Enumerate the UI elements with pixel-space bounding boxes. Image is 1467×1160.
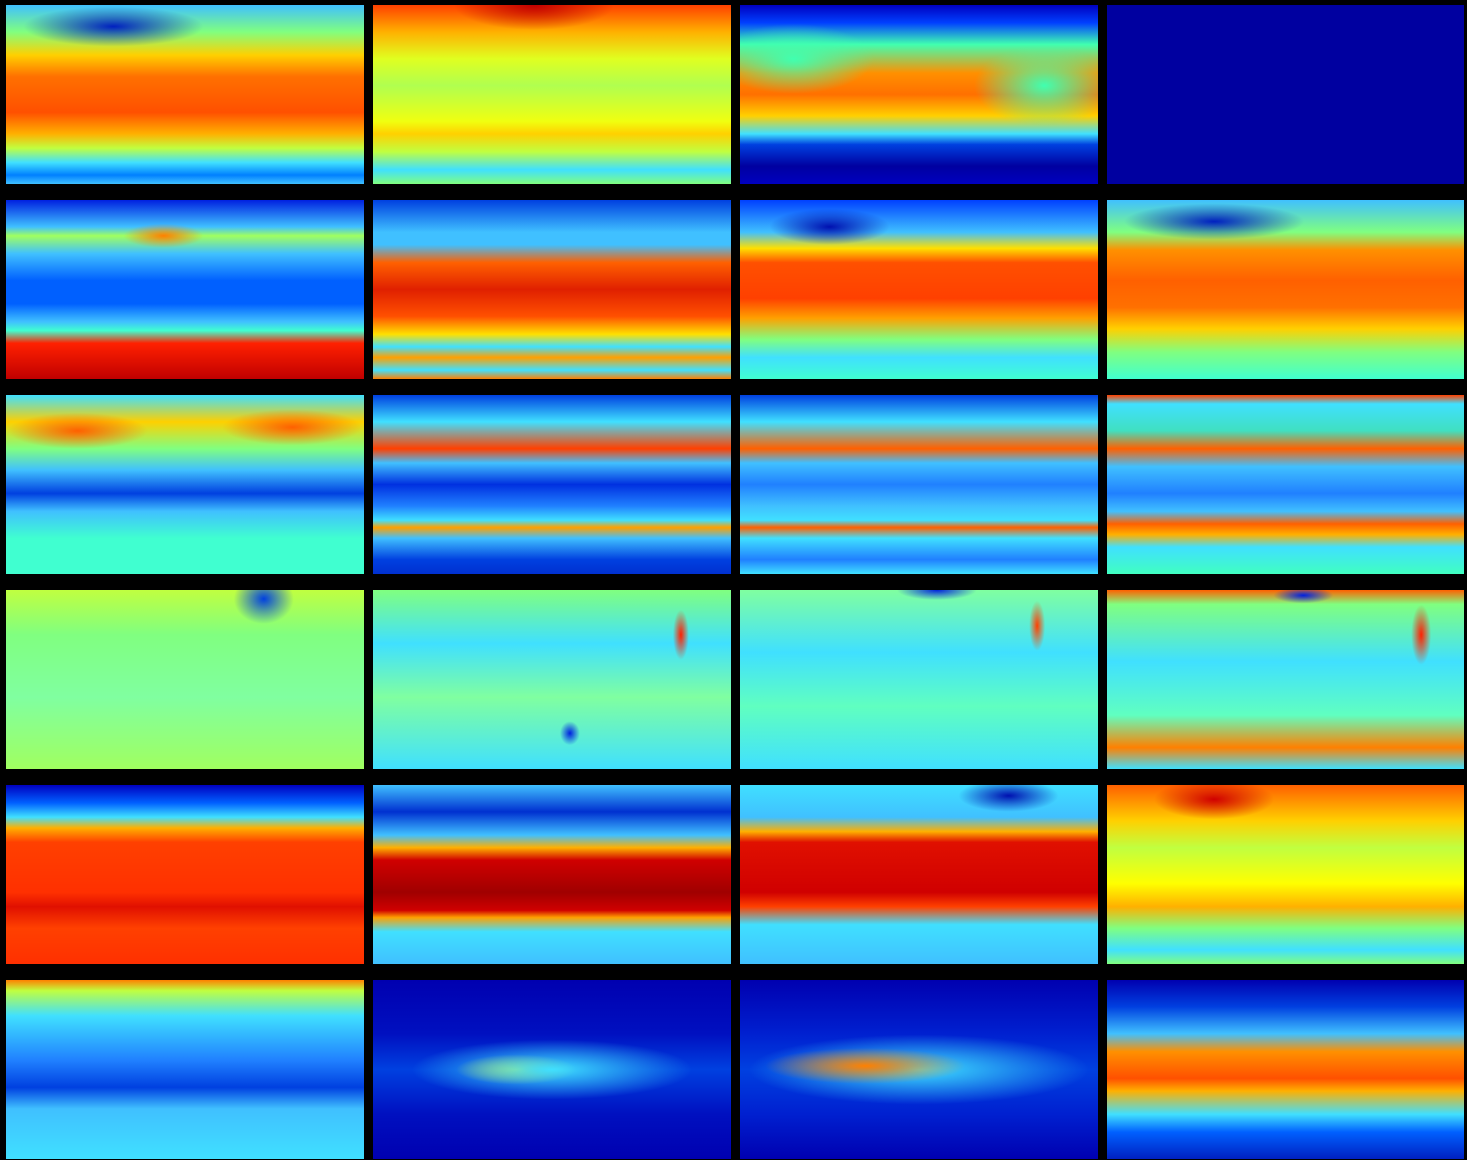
field-panel — [373, 200, 731, 379]
field-panel — [6, 395, 364, 574]
field-panel — [740, 785, 1098, 964]
field-panel — [740, 395, 1098, 574]
field-panel — [1107, 395, 1464, 574]
field-panel — [373, 590, 731, 769]
field-panel — [740, 5, 1098, 184]
field-panel — [740, 200, 1098, 379]
field-panel — [1107, 5, 1464, 184]
field-panel — [6, 200, 364, 379]
field-panel — [6, 590, 364, 769]
field-panel — [6, 785, 364, 964]
field-panel — [740, 590, 1098, 769]
field-panel — [373, 5, 731, 184]
field-panel — [6, 5, 364, 184]
field-panel — [1107, 590, 1464, 769]
field-panel — [1107, 200, 1464, 379]
field-panel — [1107, 980, 1464, 1159]
field-panel — [373, 980, 731, 1159]
panel-grid — [0, 0, 1467, 1160]
field-panel — [1107, 785, 1464, 964]
field-panel — [373, 395, 731, 574]
field-panel — [373, 785, 731, 964]
field-panel — [6, 980, 364, 1159]
page — [0, 0, 1467, 1160]
field-panel — [740, 980, 1098, 1159]
